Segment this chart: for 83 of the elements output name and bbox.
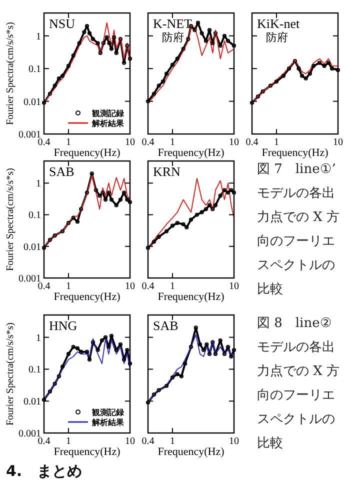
y-tick-label: 1	[36, 31, 41, 42]
x-tick-label: 1	[170, 137, 175, 148]
text: 防府	[266, 31, 288, 44]
text: 防府	[162, 31, 184, 44]
x-tick-label: 10	[333, 137, 343, 148]
point	[106, 344, 111, 349]
x-tick-label: 0.4	[142, 137, 154, 148]
legend-label: 観測記録	[91, 109, 125, 118]
x-tick-label: 1	[66, 436, 71, 447]
point	[175, 56, 180, 61]
x-axis-title: Frequency(Hz)	[158, 291, 225, 303]
point	[232, 44, 236, 48]
x-tick-label: 0.4	[38, 281, 50, 292]
point	[78, 350, 84, 354]
point	[125, 348, 130, 352]
y-tick-label: 0.01	[24, 242, 41, 253]
x-tick-label: 1	[66, 281, 71, 292]
y-tick-label: 0.1	[28, 364, 41, 376]
y-tick-label: 1	[36, 332, 41, 344]
point	[156, 84, 161, 88]
point	[160, 80, 165, 84]
x-axis-title: Frequency(Hz)	[54, 291, 121, 303]
x-tick-label: 1	[66, 137, 71, 148]
y-axis-title: Fourier Spectra(cm/s/s*s)	[5, 22, 16, 126]
x-tick-label: 0.4	[246, 137, 258, 148]
point	[90, 340, 96, 344]
point	[222, 34, 227, 38]
chart-title: K-NET	[153, 16, 192, 31]
x-tick-label: 10	[229, 137, 239, 148]
caption: 図 8 line② モデルの各出力点での X 方向のフーリエスペクトルの比較	[257, 315, 341, 453]
chart-title: KiK-net	[257, 16, 300, 31]
point	[75, 346, 80, 350]
x-axis-title: Frequency(Hz)	[54, 147, 121, 159]
x-tick-label: 1	[170, 281, 175, 292]
chart-title: SAB	[153, 318, 179, 333]
chart-title: KRN	[153, 164, 182, 179]
x-axis-title: Frequency(Hz)	[158, 446, 225, 458]
text: 4. まとめ	[6, 462, 82, 481]
y-axis-title: Fourier Spectra(cm/s/s*s)	[5, 322, 16, 426]
point	[103, 335, 108, 340]
point	[196, 20, 200, 25]
chart-title: SAB	[49, 164, 75, 179]
y-tick-label: 0.1	[28, 64, 41, 76]
point	[218, 44, 222, 48]
x-axis-title: Frequency(Hz)	[54, 446, 121, 458]
x-axis-title: Frequency(Hz)	[262, 147, 329, 159]
y-tick-label: 0.01	[24, 396, 41, 408]
point	[114, 348, 118, 352]
y-tick-label: 1	[36, 178, 41, 190]
x-tick-label: 10	[229, 436, 239, 447]
y-axis-title: Fourier Spectra(cm/s/s*s)	[5, 168, 16, 272]
x-tick-label: 1	[274, 137, 279, 148]
x-tick-label: 10	[125, 137, 135, 148]
chart-title: HNG	[49, 318, 78, 333]
legend-label: 解析結果	[91, 418, 125, 427]
point	[87, 358, 92, 362]
point	[96, 348, 100, 352]
y-tick-label: 0.01	[24, 96, 41, 108]
point	[152, 92, 156, 96]
point	[164, 72, 169, 76]
x-tick-label: 10	[229, 281, 239, 292]
point	[71, 344, 76, 349]
x-tick-label: 0.4	[38, 137, 50, 148]
legend-label: 観測記録	[91, 408, 125, 417]
x-tick-label: 0.4	[142, 436, 154, 447]
x-tick-label: 0.4	[142, 281, 154, 292]
x-tick-label: 0.4	[38, 436, 50, 447]
chart-title: NSU	[49, 16, 76, 31]
point	[170, 62, 175, 67]
point	[207, 28, 212, 32]
y-tick-label: 0.1	[28, 210, 41, 222]
point	[66, 352, 71, 356]
x-tick-label: 10	[125, 436, 135, 447]
x-tick-label: 10	[125, 281, 135, 292]
caption: 図 7 line①’ モデルの各出力点での X 方向のフーリエスペクトルの比較	[257, 161, 341, 299]
legend-label: 解析結果	[91, 119, 125, 128]
x-axis-title: Frequency(Hz)	[158, 147, 225, 159]
point	[122, 358, 126, 362]
point	[100, 338, 104, 342]
point	[200, 31, 204, 36]
point	[210, 41, 215, 46]
point	[118, 342, 123, 346]
x-tick-label: 1	[170, 436, 175, 447]
